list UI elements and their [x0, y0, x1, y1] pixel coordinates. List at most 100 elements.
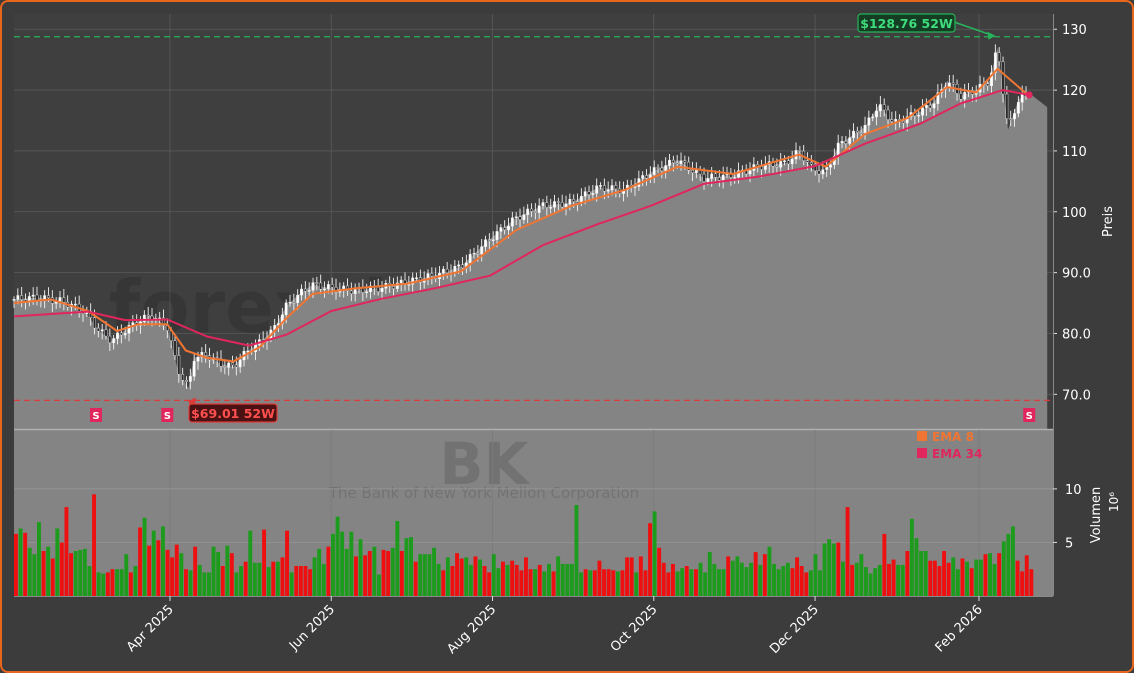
candle-body [993, 52, 997, 73]
volume-bar [37, 522, 41, 596]
candle-body [886, 109, 890, 120]
volume-bar [14, 533, 18, 596]
watermark-company: The Bank of New York Mellon Corporation [328, 484, 639, 502]
volume-bar [101, 573, 106, 596]
volume-bar [583, 569, 588, 596]
candle-body [181, 374, 185, 381]
volume-bar [629, 557, 634, 596]
volume-bar [321, 563, 326, 596]
volume-bar [64, 507, 69, 596]
volume-bar [372, 546, 377, 596]
candle-body [457, 264, 461, 267]
low-52w-label-box [188, 403, 278, 423]
candle-body [326, 284, 330, 290]
candle-body [58, 297, 62, 302]
candle-body [840, 141, 844, 144]
low-52w-label: $69.01 52W [191, 406, 275, 421]
volume-bar [887, 563, 891, 596]
volume-bar [799, 566, 804, 596]
volume-bar [813, 554, 818, 596]
volume-bar [119, 569, 124, 596]
volume-bar [969, 568, 974, 596]
price-tick-label: 70.0 [1062, 388, 1091, 403]
candle-body [560, 202, 564, 208]
candle-body [476, 253, 480, 255]
candle-body [392, 286, 395, 289]
candle-body [192, 361, 196, 377]
volume-bar [390, 547, 395, 596]
candle-body [399, 279, 403, 284]
volume-bar [666, 572, 671, 596]
volume-bar [455, 553, 460, 596]
volume-bar [386, 551, 391, 596]
volume-bar [427, 554, 432, 596]
volume-bar [303, 566, 308, 596]
candle-body [729, 172, 733, 178]
candle-body [683, 160, 687, 163]
candle-body [284, 302, 288, 315]
volume-bar [124, 554, 129, 596]
volume-bar [252, 562, 257, 596]
candle-body [307, 290, 311, 292]
candle-body [93, 317, 96, 329]
candle-body [323, 288, 326, 291]
candle-body [890, 119, 894, 122]
candle-body [1001, 61, 1005, 95]
price-tick-label: 90.0 [1062, 267, 1091, 282]
volume-bar [730, 560, 735, 596]
volume-bar [790, 568, 795, 596]
candle-body [687, 161, 691, 171]
volume-bar [900, 564, 905, 596]
volume-bar [459, 558, 464, 596]
volume-bar [363, 555, 368, 596]
candle-body [177, 355, 181, 375]
volume-bar [533, 569, 538, 596]
candle-body [62, 297, 66, 303]
candle-body [112, 338, 116, 344]
volume-bar [988, 553, 993, 596]
candle-body [825, 166, 829, 170]
volume-bar [808, 570, 813, 596]
signal-label: S [92, 411, 99, 422]
candle-body [507, 226, 510, 231]
candle-body [484, 239, 487, 247]
volume-bar [478, 559, 483, 596]
volume-bar [946, 562, 951, 596]
volume-bar [207, 572, 211, 596]
x-tick-label: Apr 2025 [124, 602, 177, 655]
candle-body [652, 167, 656, 175]
candle-body [296, 294, 300, 303]
volume-bar [864, 567, 868, 596]
volume-bar [877, 564, 882, 596]
candle-body [480, 246, 484, 255]
candle-body [411, 277, 415, 285]
volume-bar [349, 531, 354, 596]
volume-bar [257, 562, 262, 596]
candle-body [882, 104, 886, 111]
volume-bar [822, 543, 827, 596]
volume-bar [115, 569, 120, 596]
candle-body [602, 185, 606, 192]
volume-bar [615, 571, 620, 596]
candle-body [921, 107, 924, 116]
price-tick-label: 120 [1062, 84, 1087, 99]
candle-body [928, 105, 932, 109]
candle-body [905, 116, 909, 124]
volume-bar [942, 551, 947, 596]
candle-body [710, 173, 714, 179]
high-52w-label-box [857, 13, 956, 33]
candle-body [656, 167, 660, 169]
volume-bar [202, 572, 207, 596]
volume-bar [505, 564, 510, 596]
candle-body [702, 173, 706, 182]
volume-bar [142, 517, 147, 596]
candle-body [353, 288, 357, 295]
candle-body [219, 358, 223, 367]
signal-label: S [1026, 411, 1033, 422]
candle-body [526, 208, 530, 215]
volume-bar [92, 494, 97, 596]
candle-body [963, 92, 967, 100]
sell-signal-marker [161, 408, 174, 422]
volume-bar [289, 572, 294, 596]
